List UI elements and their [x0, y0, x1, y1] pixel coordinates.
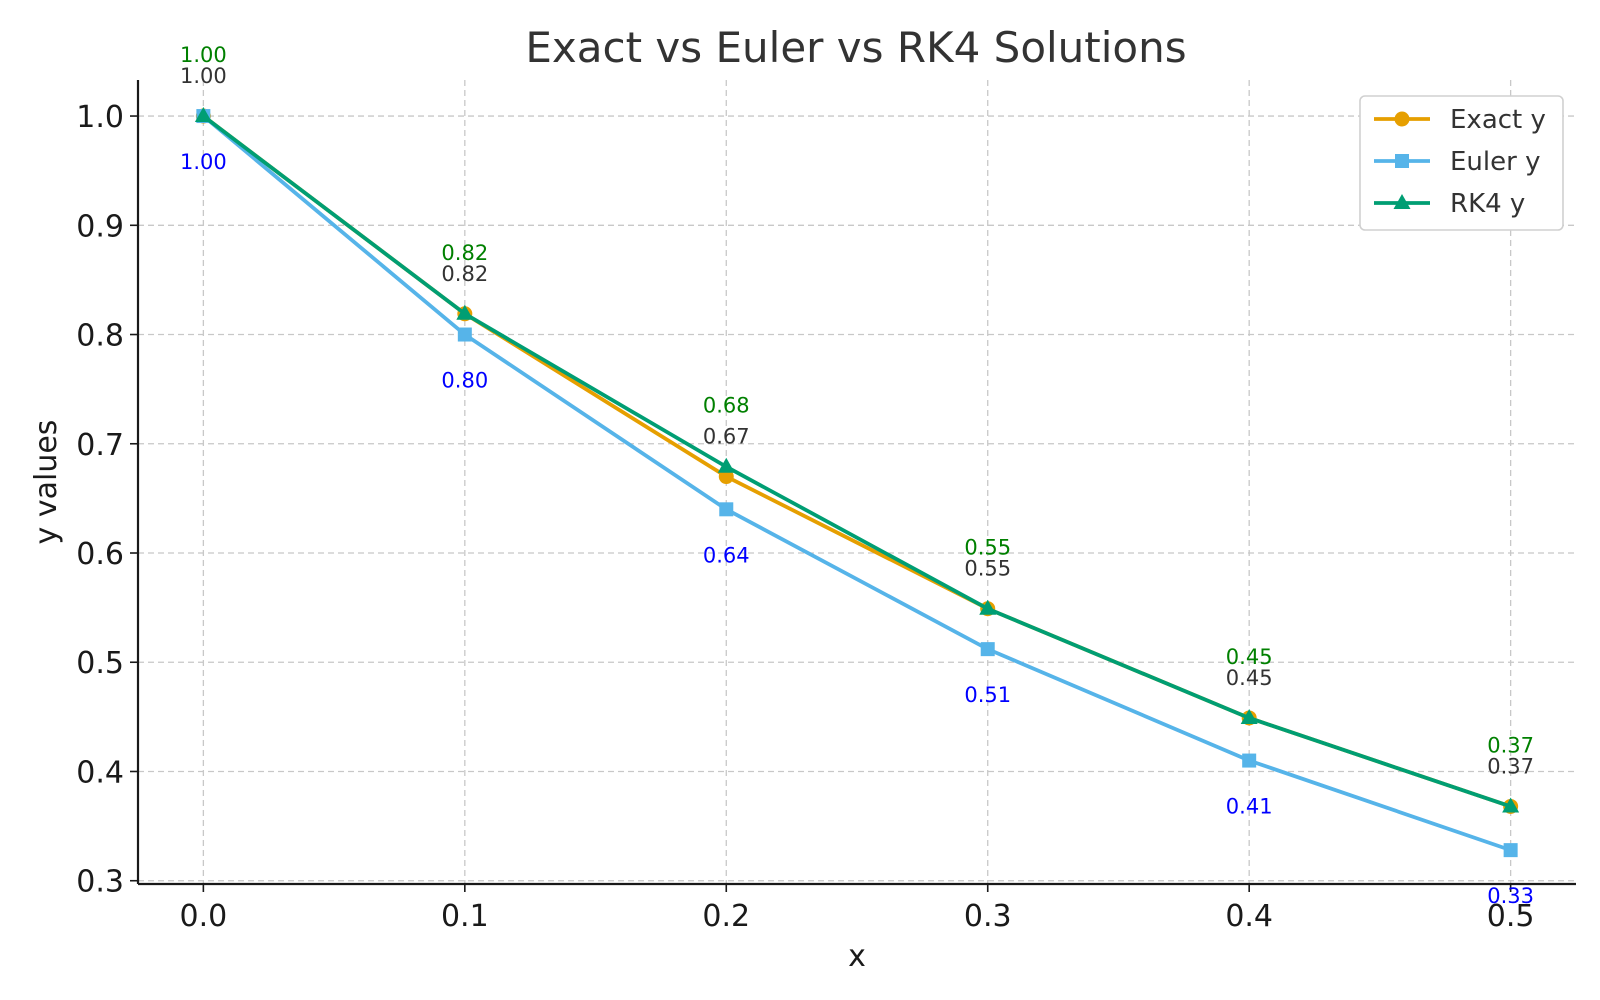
data-label-rk4-y: 0.37 [1487, 733, 1534, 757]
data-labels: 1.00 0.82 0.67 0.55 0.45 0.37 1.00 0.80 0.64 0.51… [180, 43, 1534, 908]
series-exact-y [195, 108, 1519, 814]
data-point-rk4-y [717, 457, 735, 473]
data-label-euler-y: 0.51 [964, 683, 1011, 707]
legend-label: Exact y [1450, 105, 1546, 135]
legend-label: RK4 y [1450, 189, 1525, 219]
x-ticks: 0.0 0.1 0.2 0.3 0.4 0.5 [180, 884, 1535, 934]
x-tick-label: 0.0 [180, 899, 228, 934]
data-point-rk4-y [979, 599, 997, 615]
data-label-euler-y: 0.80 [441, 369, 488, 393]
legend-box [1359, 95, 1564, 231]
data-label-euler-y: 1.00 [180, 150, 227, 174]
series-line-exact-y [202, 114, 1512, 809]
legend-item-rk4-y: RK4 y [1374, 189, 1525, 219]
data-label-rk4-y: 0.45 [1226, 645, 1273, 669]
data-point-rk4-y [456, 304, 474, 320]
chart-title: Exact vs Euler vs RK4 Solutions [525, 23, 1186, 72]
data-point-euler-y [457, 327, 472, 342]
x-axis-label: x [848, 939, 866, 974]
legend-swatch-marker [1393, 194, 1411, 209]
x-tick-label: 0.4 [1225, 899, 1273, 934]
series-line-euler-y [202, 114, 1512, 852]
data-point-euler-y [980, 642, 995, 657]
data-label-euler-y: 0.41 [1226, 795, 1273, 819]
data-point-euler-y [1503, 843, 1518, 858]
data-label-exact-y: 0.37 [1487, 754, 1534, 778]
series [194, 107, 1520, 858]
legend-item-exact-y: Exact y [1374, 105, 1546, 135]
x-tick-label: 0.3 [964, 899, 1012, 934]
y-axis-label: y values [29, 420, 64, 545]
x-tick-label: 0.2 [702, 899, 750, 934]
series-rk4-y [194, 107, 1520, 813]
legend-label: Euler y [1450, 147, 1540, 177]
series-euler-y [196, 109, 1518, 858]
y-tick-label: 0.7 [76, 428, 124, 463]
y-tick-label: 0.6 [76, 537, 124, 572]
data-point-rk4-y [1240, 708, 1258, 724]
data-label-rk4-y: 0.55 [964, 536, 1011, 560]
data-label-rk4-y: 0.68 [703, 394, 750, 418]
legend-swatch-marker [1395, 154, 1409, 168]
legend: Exact y Euler y RK4 y [1359, 95, 1564, 231]
data-point-exact-y [718, 469, 734, 485]
y-ticks: 0.3 0.4 0.5 0.6 0.7 0.8 0.9 1.0 [76, 100, 138, 900]
data-point-euler-y [1242, 753, 1257, 768]
data-label-exact-y: 0.55 [964, 557, 1011, 581]
legend-item-euler-y: Euler y [1374, 147, 1540, 177]
data-label-rk4-y: 0.82 [441, 241, 488, 265]
y-tick-label: 0.4 [76, 755, 124, 790]
data-label-exact-y: 0.45 [1226, 666, 1273, 690]
legend-swatch-marker [1394, 111, 1410, 127]
y-tick-label: 0.3 [76, 865, 124, 900]
x-tick-label: 0.1 [441, 899, 489, 934]
x-tick-label: 0.5 [1487, 899, 1535, 934]
data-label-exact-y: 0.82 [441, 262, 488, 286]
data-point-rk4-y [1502, 797, 1520, 813]
axes [136, 80, 1576, 886]
data-label-rk4-y: 1.00 [180, 43, 227, 67]
y-tick-label: 0.9 [76, 209, 124, 244]
y-tick-label: 1.0 [76, 100, 124, 135]
data-label-euler-y: 0.64 [703, 543, 750, 567]
y-tick-label: 0.8 [76, 319, 124, 354]
data-label-exact-y: 1.00 [180, 64, 227, 88]
data-label-euler-y: 0.33 [1487, 884, 1534, 908]
y-tick-label: 0.5 [76, 646, 124, 681]
series-line-rk4-y [202, 114, 1512, 809]
data-point-euler-y [719, 502, 734, 517]
data-point-rk4-y [194, 107, 212, 123]
data-label-exact-y: 0.67 [703, 425, 750, 449]
